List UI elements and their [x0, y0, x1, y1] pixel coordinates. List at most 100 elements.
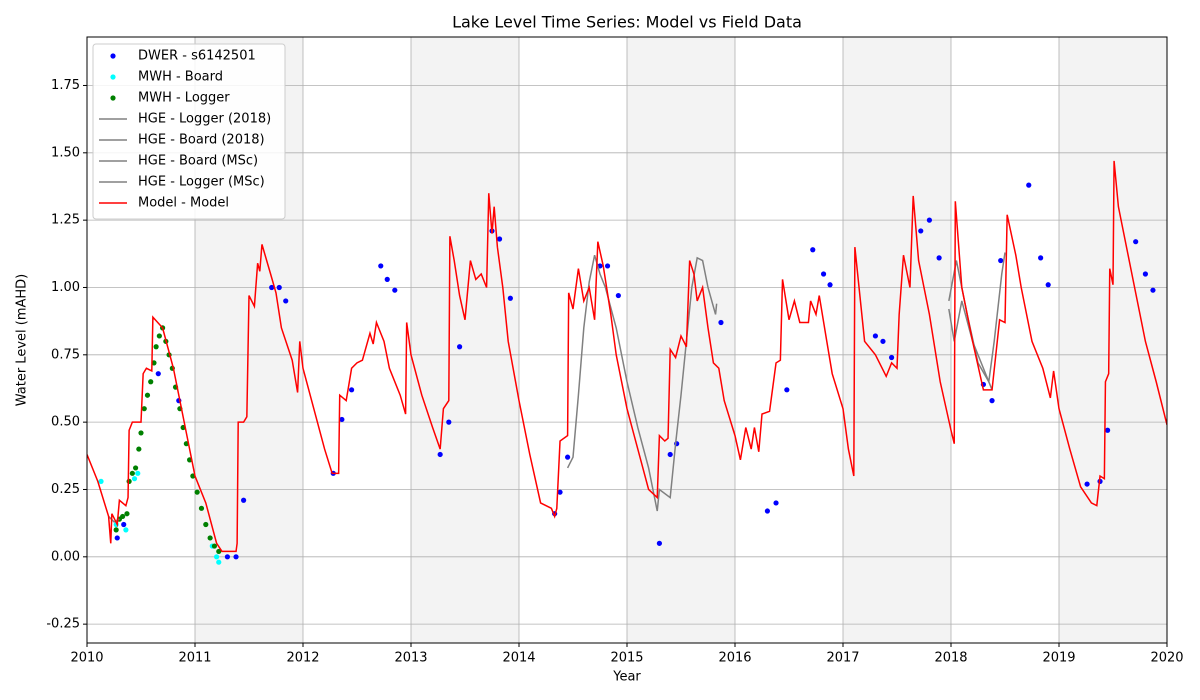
- y-axis-label: Water Level (mAHD): [15, 274, 30, 407]
- series-line: [948, 252, 1006, 385]
- data-point: [121, 521, 127, 528]
- data-point: [283, 298, 289, 304]
- data-point: [820, 271, 827, 277]
- series-line: [87, 160, 1167, 553]
- data-point: [136, 446, 142, 452]
- data-point: [496, 236, 503, 242]
- x-tick-label: 2017: [826, 651, 859, 666]
- x-tick-label: 2020: [1150, 651, 1183, 666]
- legend-label: HGE - Board (2018): [138, 133, 265, 148]
- data-point: [133, 465, 139, 471]
- data-point: [113, 527, 119, 533]
- data-point: [120, 513, 126, 520]
- y-tick-label: -0.25: [46, 617, 80, 632]
- shaded-span: [627, 37, 735, 643]
- data-point: [198, 505, 205, 511]
- x-tick-label: 2019: [1042, 651, 1075, 666]
- data-point: [872, 333, 879, 339]
- y-tick-label: 0.25: [51, 482, 80, 497]
- data-point: [1133, 239, 1139, 245]
- axes: 2010 2011 2012 2013 2014 2015 2016 2017 2018 2019…: [46, 36, 1184, 666]
- data-point: [214, 554, 220, 560]
- legend-marker: [110, 95, 116, 101]
- data-point: [114, 535, 120, 541]
- data-point: [615, 292, 621, 299]
- data-point: [339, 416, 345, 423]
- data-point: [124, 511, 130, 517]
- data-point: [144, 392, 151, 398]
- data-point: [135, 470, 141, 476]
- data-point: [384, 276, 390, 282]
- data-point: [123, 527, 129, 533]
- data-point: [216, 548, 222, 555]
- data-point: [1084, 481, 1090, 487]
- data-point: [507, 295, 513, 301]
- legend-label: MWH - Board: [138, 70, 223, 85]
- data-point: [565, 454, 571, 460]
- shaded-span: [1059, 37, 1167, 643]
- data-point: [557, 489, 563, 495]
- data-point: [233, 554, 239, 560]
- x-axis-label: Year: [612, 670, 641, 685]
- data-point: [437, 451, 443, 458]
- data-point: [148, 379, 154, 385]
- x-tick-label: 2012: [286, 651, 319, 666]
- data-point: [155, 371, 161, 377]
- legend-label: DWER - s6142501: [138, 49, 256, 64]
- data-point: [153, 344, 159, 350]
- data-point: [194, 489, 200, 495]
- x-tick-label: 2010: [70, 651, 103, 666]
- x-tick-label: 2011: [178, 651, 211, 666]
- x-tick-label: 2018: [934, 651, 967, 666]
- x-tick-label: 2013: [394, 651, 427, 666]
- y-tick-label: 0.00: [51, 549, 80, 564]
- plot-frame: [86, 36, 1168, 644]
- y-tick-label: 1.00: [51, 280, 80, 295]
- data-point: [1150, 287, 1156, 293]
- data-point: [457, 344, 463, 350]
- data-point: [126, 478, 132, 484]
- data-point: [276, 284, 282, 291]
- legend: DWER - s6142501 MWH - Board MWH - Logger HG…: [92, 43, 286, 220]
- legend-label: HGE - Board (MSc): [138, 154, 258, 169]
- data-point: [998, 257, 1004, 264]
- data-point: [224, 554, 230, 560]
- data-point: [810, 247, 816, 253]
- data-point: [1026, 182, 1032, 188]
- data-point: [784, 387, 790, 393]
- x-tick-label: 2016: [718, 651, 751, 666]
- x-tick-label: 2015: [610, 651, 643, 666]
- data-point: [141, 406, 147, 412]
- data-point: [773, 500, 779, 506]
- y-tick-label: 1.25: [51, 213, 80, 228]
- legend-box: [92, 43, 286, 220]
- data-point: [764, 508, 771, 514]
- chart-title: Lake Level Time Series: Model vs Field D…: [452, 13, 802, 32]
- data-point: [604, 263, 611, 269]
- data-point: [989, 398, 995, 404]
- data-point: [827, 282, 833, 288]
- data-point: [1105, 427, 1111, 433]
- y-tick-label: 0.50: [51, 415, 80, 430]
- data-point: [656, 540, 663, 546]
- data-point: [241, 497, 247, 503]
- data-point: [1045, 282, 1051, 288]
- data-point: [880, 338, 886, 344]
- data-point: [446, 419, 452, 425]
- shaded-span: [411, 37, 519, 643]
- data-point: [269, 284, 275, 291]
- legend-marker: [110, 74, 116, 80]
- data-point: [138, 430, 144, 436]
- data-point: [203, 521, 209, 528]
- x-tick-label: 2014: [502, 651, 535, 666]
- data-point: [349, 387, 355, 393]
- series-line: [948, 300, 993, 391]
- data-point: [216, 559, 222, 565]
- data-point: [1142, 271, 1148, 277]
- data-point: [98, 478, 104, 484]
- data-point: [131, 476, 138, 482]
- legend-label: HGE - Logger (2018): [138, 112, 271, 127]
- data-point: [392, 287, 398, 293]
- shaded-span: [843, 37, 951, 643]
- data-point: [129, 470, 135, 476]
